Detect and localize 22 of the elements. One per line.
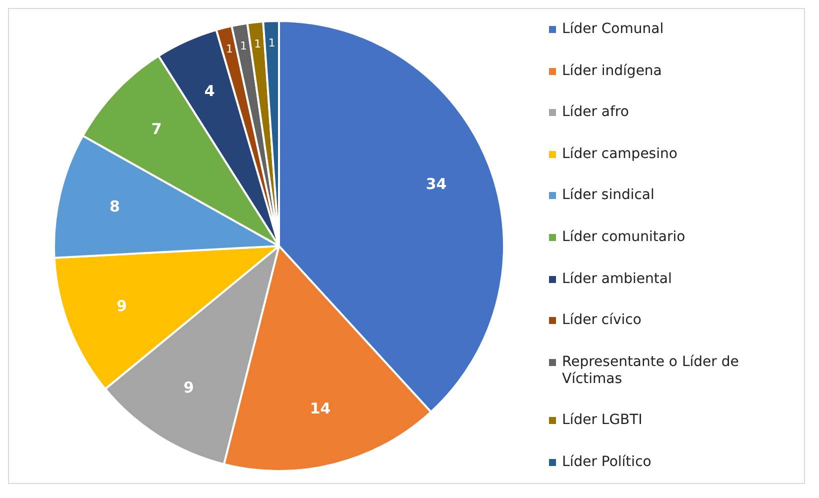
data-label: 7 xyxy=(151,120,162,138)
data-label: 9 xyxy=(116,297,127,316)
legend-label: Representante o Líder de Víctimas xyxy=(562,354,740,388)
legend-label: Líder LGBTI xyxy=(562,412,644,430)
data-label: 1 xyxy=(240,40,247,53)
data-label: 1 xyxy=(254,37,262,50)
legend-label: Líder comunitario xyxy=(562,228,686,246)
data-label: 8 xyxy=(109,198,120,216)
legend-label: Líder campesino xyxy=(562,146,678,163)
legend-label: Líder sindical xyxy=(562,187,656,204)
legend-label: Líder afro xyxy=(562,104,630,122)
legend-label: Líder cívico xyxy=(562,312,642,330)
legend-label: Líder ambiental xyxy=(562,270,673,288)
data-label: 1 xyxy=(268,36,276,50)
data-label: 1 xyxy=(226,42,233,56)
legend-label: Líder Político xyxy=(562,454,652,471)
legend-label: Líder indígena xyxy=(562,62,663,80)
data-label: 9 xyxy=(183,378,194,396)
data-label: 14 xyxy=(310,400,331,418)
data-label: 34 xyxy=(426,174,447,193)
legend-label: Líder Comunal xyxy=(562,21,665,38)
data-label: 4 xyxy=(204,82,215,100)
